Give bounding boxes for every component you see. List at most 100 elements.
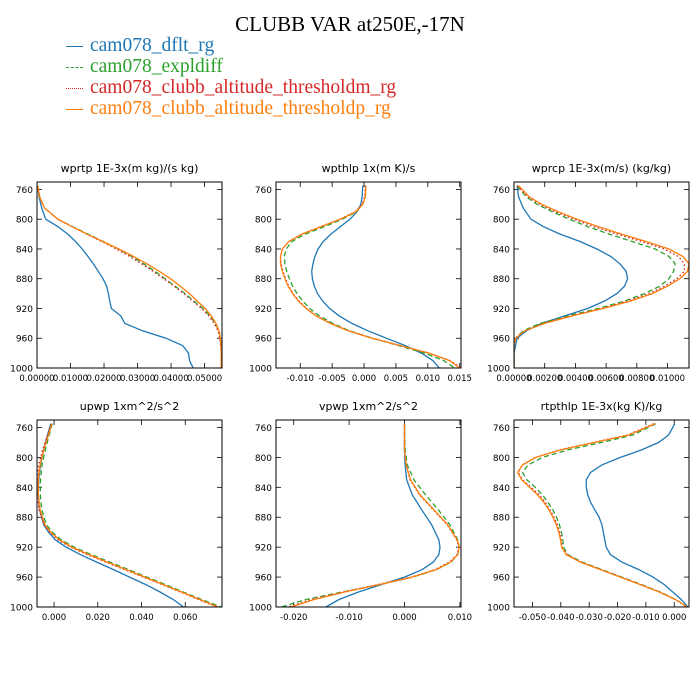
x-tick-label: 0.01000 <box>650 374 685 384</box>
series-line-cam078_clubb_altitude_thresholdm_rg <box>37 185 222 368</box>
subplot-title: rtpthlp 1E-3x(kg K)/kg <box>541 400 663 413</box>
series-line-cam078_clubb_altitude_thresholdm_rg <box>517 423 688 607</box>
y-tick-label: 760 <box>493 186 510 196</box>
x-tick-label: -0.040 <box>547 613 574 623</box>
plot-frame <box>513 419 690 608</box>
x-tick-label: 0.00400 <box>558 374 593 384</box>
y-tick-label: 920 <box>493 305 510 315</box>
y-tick-label: 800 <box>16 454 33 464</box>
subplot-panel: wprcp 1E-3x(m/s) (kg/kg) 760 800 840 880 920 9… <box>487 162 690 384</box>
x-tick-label: -0.005 <box>318 374 345 384</box>
figure-title: CLUBB VAR at250E,-17N <box>235 12 465 36</box>
x-tick-label: -0.050 <box>519 613 546 623</box>
legend-line-swatch <box>66 46 83 47</box>
subplot-title: wpthlp 1x(m K)/s <box>322 162 416 175</box>
subplot-title: vpwp 1xm^2/s^2 <box>319 400 418 413</box>
x-tick-label: 0.010 <box>448 613 472 623</box>
y-tick-label: 840 <box>255 245 272 255</box>
series-line-cam078_clubb_altitude_thresholdm_rg <box>514 185 686 368</box>
x-tick-label: 0.00800 <box>619 374 654 384</box>
subplot-title: upwp 1xm^2/s^2 <box>80 400 180 413</box>
y-tick-label: 960 <box>493 335 510 345</box>
x-tick-label: 0.03000 <box>120 374 155 384</box>
y-tick-label: 1000 <box>10 604 33 614</box>
x-tick-label: 0.020 <box>86 613 110 623</box>
series-line-cam078_expldiff <box>39 423 222 607</box>
x-tick-label: -0.020 <box>604 613 631 623</box>
y-tick-label: 960 <box>493 574 510 584</box>
x-tick-label: 0.00000 <box>19 374 54 384</box>
x-tick-label: 0.000 <box>392 613 416 623</box>
x-tick-label: 0.05000 <box>187 374 222 384</box>
y-tick-label: 800 <box>255 216 272 226</box>
y-tick-label: 920 <box>16 544 33 554</box>
y-tick-label: 800 <box>255 454 272 464</box>
series-line-cam078_dflt_rg <box>37 185 194 368</box>
y-tick-label: 760 <box>16 424 33 434</box>
series-line-cam078_clubb_altitude_thresholdm_rg <box>37 423 218 607</box>
legend-label: cam078_expldiff <box>90 56 223 77</box>
y-tick-label: 800 <box>16 216 33 226</box>
series-line-cam078_clubb_altitude_thresholdp_rg <box>514 185 689 368</box>
y-tick-label: 1000 <box>249 604 272 614</box>
series-line-cam078_clubb_altitude_thresholdm_rg <box>279 185 461 368</box>
y-tick-label: 760 <box>493 424 510 434</box>
y-tick-label: 840 <box>16 484 33 494</box>
y-tick-label: 880 <box>16 275 33 285</box>
subplot-title: wprcp 1E-3x(m/s) (kg/kg) <box>532 162 671 175</box>
subplot-panel: vpwp 1xm^2/s^2 760 800 840 880 920 960 1000 -0.0… <box>249 400 472 623</box>
plot-frame <box>36 419 223 608</box>
y-tick-label: 960 <box>16 335 33 345</box>
plot-frame <box>275 419 462 608</box>
plot-frame <box>36 181 223 369</box>
x-tick-label: -0.010 <box>287 374 314 384</box>
y-tick-label: 960 <box>255 335 272 345</box>
y-tick-label: 760 <box>16 186 33 196</box>
x-tick-label: 0.015 <box>448 374 472 384</box>
x-tick-label: 0.00200 <box>527 374 562 384</box>
x-tick-label: 0.000 <box>662 613 686 623</box>
y-tick-label: 920 <box>493 544 510 554</box>
series-line-cam078_clubb_altitude_thresholdp_rg <box>290 423 460 607</box>
x-tick-label: 0.00600 <box>589 374 624 384</box>
series-line-cam078_dflt_rg <box>514 185 629 368</box>
series-line-cam078_clubb_altitude_thresholdp_rg <box>516 423 688 607</box>
subplot-panel: wpthlp 1x(m K)/s 760 800 840 880 920 960 1000 -0… <box>249 162 472 384</box>
legend-line-swatch <box>66 67 83 68</box>
series-line-cam078_clubb_altitude_thresholdp_rg <box>279 185 461 368</box>
y-tick-label: 840 <box>493 484 510 494</box>
series-line-cam078_clubb_altitude_thresholdm_rg <box>288 423 460 607</box>
series-line-cam078_clubb_altitude_thresholdp_rg <box>37 185 222 368</box>
x-tick-label: 0.000 <box>352 374 376 384</box>
y-tick-label: 840 <box>493 245 510 255</box>
plot-frame <box>275 181 462 369</box>
y-tick-label: 760 <box>255 186 272 196</box>
legend-label: cam078_dflt_rg <box>90 35 215 56</box>
x-tick-label: 0.01000 <box>53 374 88 384</box>
y-tick-label: 920 <box>16 305 33 315</box>
series-line-cam078_dflt_rg <box>325 423 441 607</box>
x-tick-label: -0.010 <box>632 613 659 623</box>
plot-frame <box>513 181 690 369</box>
legend-label: cam078_clubb_altitude_thresholdm_rg <box>90 77 397 98</box>
x-tick-label: 0.010 <box>416 374 440 384</box>
y-tick-label: 800 <box>493 216 510 226</box>
y-tick-label: 1000 <box>487 604 510 614</box>
series-line-cam078_dflt_rg <box>37 423 184 607</box>
y-tick-label: 960 <box>255 574 272 584</box>
series-line-cam078_expldiff <box>521 423 688 607</box>
y-tick-label: 920 <box>255 544 272 554</box>
x-tick-label: 0.060 <box>173 613 197 623</box>
x-tick-label: 0.000 <box>42 613 66 623</box>
x-tick-label: 0.02000 <box>86 374 121 384</box>
legend-line-swatch <box>66 88 83 89</box>
subplot-title: wprtp 1E-3x(m kg)/(s kg) <box>61 162 199 175</box>
y-tick-label: 880 <box>255 514 272 524</box>
series-line-cam078_expldiff <box>283 185 455 368</box>
x-tick-label: -0.020 <box>280 613 307 623</box>
x-tick-label: 0.005 <box>384 374 408 384</box>
subplot-panel: upwp 1xm^2/s^2 760 800 840 880 920 960 1000 0.00… <box>10 400 223 623</box>
y-tick-label: 880 <box>493 514 510 524</box>
series-line-cam078_expldiff <box>514 185 676 368</box>
